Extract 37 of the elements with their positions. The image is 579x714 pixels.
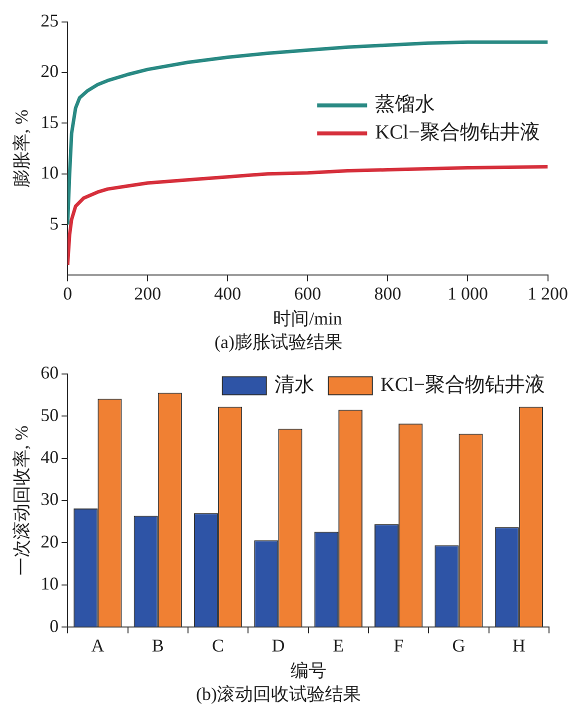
- x-tick-label: G: [452, 636, 466, 656]
- y-tick-label: 5: [50, 213, 59, 234]
- y-axis-title: 一次滚动回收率, %: [12, 426, 32, 576]
- y-axis-title: 膨胀率, %: [12, 110, 32, 188]
- y-tick-label: 60: [40, 362, 59, 383]
- y-tick-label: 10: [40, 162, 59, 183]
- y-tick-label: 20: [40, 61, 59, 82]
- y-tick-label: 20: [40, 531, 59, 552]
- y-tick-label: 25: [40, 10, 59, 31]
- y-tick-label: 0: [50, 616, 59, 636]
- x-tick-label: 400: [214, 284, 242, 304]
- y-tick-label: 50: [40, 404, 59, 425]
- x-tick-label: A: [91, 636, 104, 656]
- legend-label: KCl−聚合物钻井液: [375, 122, 540, 144]
- x-axis-title: 时间/min: [273, 308, 342, 328]
- text: (b)滚动回收试验结果: [196, 684, 361, 704]
- legend-label: 清水: [274, 374, 314, 396]
- x-tick-label: H: [512, 636, 526, 656]
- x-tick-label: 600: [294, 284, 322, 304]
- x-tick-label: E: [332, 636, 344, 656]
- x-axis-title: 编号: [290, 660, 326, 680]
- y-tick-label: 40: [40, 447, 59, 467]
- x-tick-label: 800: [374, 284, 402, 304]
- x-tick-label: D: [272, 636, 285, 656]
- x-tick-label: 0: [63, 284, 72, 304]
- legend-label: 蒸馏水: [375, 94, 436, 116]
- x-tick-label: 1 200: [528, 284, 568, 304]
- x-tick-label: 1 000: [447, 284, 488, 304]
- x-tick-label: F: [394, 636, 404, 656]
- x-tick-label: C: [212, 636, 224, 656]
- legend-label: KCl−聚合物钻井液: [380, 374, 546, 396]
- text: (a)膨胀试验结果: [214, 332, 342, 352]
- x-tick-label: 200: [134, 284, 162, 304]
- x-tick-label: B: [152, 636, 164, 656]
- y-tick-label: 15: [40, 112, 59, 132]
- y-tick-label: 30: [40, 489, 59, 510]
- y-tick-label: 10: [40, 574, 59, 594]
